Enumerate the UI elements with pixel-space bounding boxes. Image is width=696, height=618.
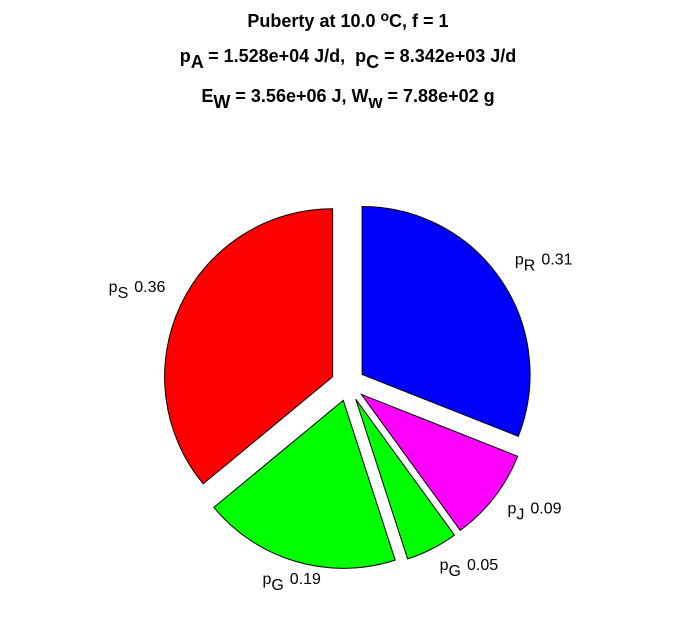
chart-title: Puberty at 10.0 oC, f = 1 — [247, 8, 448, 31]
pie-slice — [360, 393, 519, 532]
label-name: p — [109, 279, 118, 296]
label-name-sub: S — [118, 285, 129, 302]
title-part: = 7.88e+02 g — [383, 86, 495, 106]
slice-label: pJ 0.09 — [507, 501, 561, 524]
slice-label: pR 0.31 — [515, 252, 573, 275]
label-name-sub: J — [516, 506, 524, 523]
title-part: C — [366, 52, 379, 72]
title-part: Puberty at 10.0 — [247, 11, 380, 31]
label-name-sub: R — [524, 257, 536, 274]
label-name-sub: G — [449, 562, 461, 579]
label-value: 0.09 — [530, 501, 561, 518]
title-part: = 8.342e+03 J/d — [379, 46, 516, 66]
slice-label: pG 0.05 — [440, 557, 499, 580]
label-value: 0.19 — [290, 571, 321, 588]
chart-title: EW = 3.56e+06 J, Ww = 7.88e+02 g — [201, 86, 494, 112]
pie-slice — [361, 205, 531, 437]
title-part: C, f = 1 — [389, 11, 449, 31]
title-part: A — [191, 52, 204, 72]
label-name: p — [515, 252, 524, 269]
label-value: 0.36 — [134, 279, 165, 296]
title-part: w — [368, 92, 384, 112]
title-part: p — [180, 46, 191, 66]
label-value: 0.05 — [467, 557, 498, 574]
title-part: o — [380, 8, 389, 24]
title-part: = 3.56e+06 J, W — [230, 86, 368, 106]
pie-slice — [355, 398, 456, 560]
label-name: p — [507, 501, 516, 518]
chart-title: pA = 1.528e+04 J/d, pC = 8.342e+03 J/d — [180, 46, 517, 72]
pie-slice — [164, 208, 334, 485]
label-name: p — [440, 557, 449, 574]
slice-label: pS 0.36 — [109, 279, 166, 302]
title-part: E — [201, 86, 213, 106]
pie-slice — [213, 399, 396, 569]
slice-label: pG 0.19 — [262, 571, 321, 594]
title-part: W — [213, 92, 230, 112]
title-part: = 1.528e+04 J/d, p — [203, 46, 366, 66]
label-name: p — [262, 571, 271, 588]
label-value: 0.31 — [541, 252, 572, 269]
label-name-sub: G — [271, 576, 283, 593]
